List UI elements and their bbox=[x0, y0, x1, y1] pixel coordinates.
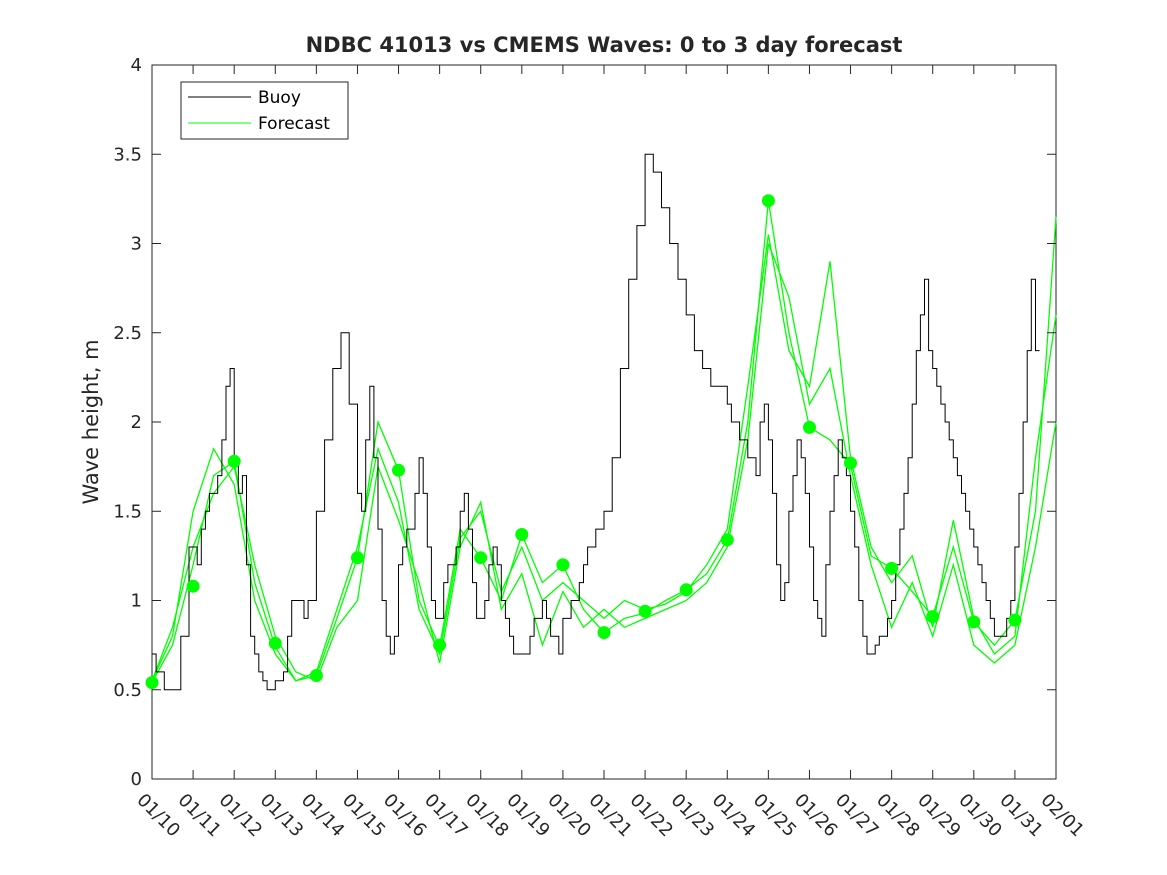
chart-title: NDBC 41013 vs CMEMS Waves: 0 to 3 day fo… bbox=[306, 33, 903, 57]
forecast-marker bbox=[556, 558, 570, 572]
x-tick-label: 01/13 bbox=[256, 790, 308, 842]
forecast-marker bbox=[392, 463, 405, 477]
y-axis: 0 0.5 1 1.5 2 2.5 3 3.5 4 bbox=[113, 55, 1056, 790]
plot-area bbox=[145, 64, 1057, 780]
x-tick-label: 01/26 bbox=[790, 790, 842, 842]
x-tick-label: 02/01 bbox=[1036, 790, 1088, 842]
forecast-marker bbox=[926, 610, 940, 624]
forecast-marker bbox=[679, 583, 693, 597]
y-tick-label: 1 bbox=[131, 591, 142, 612]
legend: Buoy Forecast bbox=[180, 81, 349, 140]
x-tick-label: 01/27 bbox=[831, 790, 883, 842]
forecast-marker-group bbox=[145, 194, 1022, 690]
x-tick-label: 01/14 bbox=[297, 790, 349, 842]
y-tick-label: 0 bbox=[131, 769, 142, 790]
x-tick-label: 01/18 bbox=[461, 790, 513, 842]
x-tick-label: 01/12 bbox=[215, 790, 267, 842]
forecast-marker bbox=[268, 636, 282, 650]
x-tick-label: 01/25 bbox=[749, 790, 801, 842]
x-tick-label: 01/15 bbox=[338, 790, 390, 842]
forecast-marker bbox=[227, 454, 241, 468]
x-tick-label: 01/28 bbox=[872, 790, 924, 842]
forecast-line bbox=[151, 234, 1057, 682]
buoy-line bbox=[152, 153, 1040, 691]
x-tick-label: 01/20 bbox=[543, 790, 595, 842]
x-tick-label: 01/24 bbox=[708, 790, 760, 842]
legend-forecast-label: Forecast bbox=[258, 114, 330, 134]
forecast-marker bbox=[515, 528, 529, 541]
forecast-marker bbox=[885, 561, 899, 575]
x-tick-label: 01/31 bbox=[995, 790, 1047, 842]
y-tick-label: 2 bbox=[131, 412, 142, 433]
forecast-marker bbox=[803, 420, 816, 434]
x-tick-label: 01/23 bbox=[667, 790, 719, 842]
y-tick-label: 0.5 bbox=[113, 680, 142, 701]
forecast-marker bbox=[638, 604, 652, 618]
forecast-marker bbox=[145, 676, 159, 690]
forecast-marker bbox=[967, 615, 981, 629]
x-tick-label: 01/17 bbox=[420, 790, 472, 842]
forecast-marker bbox=[186, 579, 200, 593]
forecast-marker bbox=[433, 638, 447, 652]
x-tick-label: 01/11 bbox=[174, 790, 226, 842]
forecast-marker bbox=[597, 626, 611, 640]
y-tick-label: 4 bbox=[131, 55, 142, 76]
y-tick-label: 3.5 bbox=[113, 144, 142, 165]
forecast-marker bbox=[309, 669, 323, 682]
forecast-line bbox=[151, 200, 1057, 683]
x-tick-label: 01/30 bbox=[954, 790, 1006, 842]
forecast-marker bbox=[474, 551, 488, 565]
x-tick-label: 01/19 bbox=[502, 790, 554, 842]
x-axis: 01/1001/1101/1201/1301/1401/1501/1601/17… bbox=[132, 65, 1088, 841]
buoy-series-group bbox=[152, 153, 1040, 691]
y-axis-label: Wave height, m bbox=[79, 339, 103, 504]
x-tick-label: 01/21 bbox=[584, 790, 636, 842]
forecast-series-group bbox=[151, 200, 1057, 683]
x-tick-label: 01/10 bbox=[132, 790, 184, 842]
forecast-marker bbox=[720, 533, 734, 547]
y-tick-label: 3 bbox=[131, 234, 142, 255]
forecast-marker bbox=[351, 551, 364, 565]
x-tick-label: 01/22 bbox=[626, 790, 678, 842]
forecast-marker bbox=[1008, 613, 1022, 627]
y-tick-label: 1.5 bbox=[113, 501, 142, 522]
y-tick-label: 2.5 bbox=[113, 323, 142, 344]
x-tick-label: 01/29 bbox=[913, 790, 965, 842]
forecast-line bbox=[151, 243, 1057, 682]
legend-box bbox=[180, 81, 349, 140]
forecast-marker bbox=[761, 194, 775, 208]
legend-buoy-label: Buoy bbox=[258, 88, 301, 108]
x-tick-label: 01/16 bbox=[379, 790, 431, 842]
forecast-marker bbox=[844, 456, 857, 470]
